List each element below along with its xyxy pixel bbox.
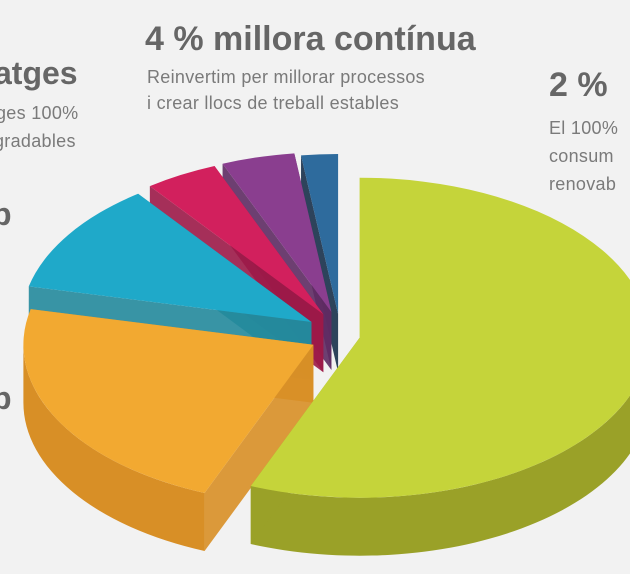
center-line-2: i crear llocs de treball estables xyxy=(147,93,400,113)
pie-slice-2 xyxy=(23,309,314,552)
right-line-3: renovab xyxy=(549,174,617,194)
left-mid-heading: p xyxy=(0,196,12,232)
left-low-heading: p xyxy=(0,380,12,416)
right-heading: 2 % xyxy=(549,66,608,104)
right-line-2: consum xyxy=(549,146,614,166)
left-top-line-2: gradables xyxy=(0,131,76,151)
left-top-line-1: ges 100% xyxy=(0,103,79,123)
pie-slice-1 xyxy=(250,177,630,556)
center-line-1: Reinvertim per millorar processos xyxy=(147,67,425,87)
right-line-1: El 100% xyxy=(549,118,619,138)
left-top-heading: atges xyxy=(0,55,78,91)
center-heading: 4 % millora contínua xyxy=(145,20,476,58)
